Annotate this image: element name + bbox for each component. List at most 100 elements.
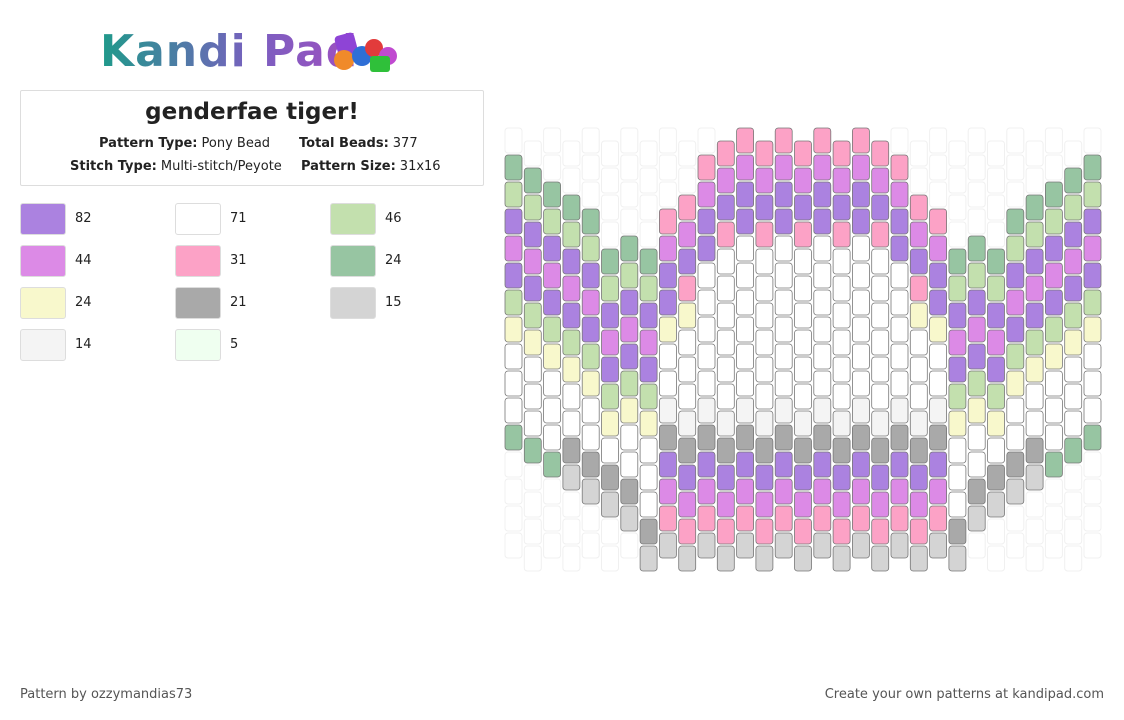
bead (909, 464, 928, 491)
bead (1083, 127, 1102, 154)
bead (678, 383, 697, 410)
bead (601, 410, 619, 437)
bead (774, 451, 793, 478)
bead (1006, 397, 1025, 424)
bead (1045, 316, 1063, 343)
bead (658, 181, 677, 208)
bead (1006, 127, 1025, 154)
color-swatch (330, 245, 376, 277)
bead (659, 343, 677, 370)
bead (523, 275, 542, 302)
bead (755, 518, 774, 545)
bead (543, 127, 562, 154)
bead (1006, 316, 1025, 343)
bead (1045, 262, 1063, 289)
bead (697, 478, 716, 505)
bead (601, 248, 619, 275)
bead (929, 181, 948, 208)
bead (1064, 248, 1083, 275)
bead (774, 316, 793, 343)
bead (890, 532, 909, 559)
bead (601, 275, 619, 302)
bead (852, 397, 870, 424)
bead (716, 329, 735, 356)
bead (1044, 532, 1063, 559)
bead (620, 370, 639, 397)
bead (832, 437, 851, 464)
bead (620, 154, 639, 181)
bead (581, 127, 600, 154)
color-swatch (20, 287, 66, 319)
bead (813, 343, 832, 370)
bead (1045, 370, 1063, 397)
bead (890, 343, 909, 370)
bead (832, 329, 851, 356)
bead (543, 451, 561, 478)
bead (852, 451, 870, 478)
bead (581, 397, 600, 424)
bead (639, 545, 658, 572)
bead (581, 154, 600, 181)
bead (620, 532, 639, 559)
bead (1083, 235, 1102, 262)
bead (523, 518, 542, 545)
bead (967, 397, 986, 424)
bead (774, 397, 793, 424)
bead (774, 343, 793, 370)
bead (716, 221, 735, 248)
bead (794, 410, 812, 437)
bead (678, 275, 697, 302)
bead (890, 424, 909, 451)
bead (909, 167, 928, 194)
bead (774, 127, 793, 154)
bead (736, 478, 754, 505)
bead (987, 356, 1005, 383)
bead (987, 221, 1005, 248)
bead (929, 478, 947, 505)
bead (1006, 532, 1025, 559)
bead (523, 302, 542, 329)
bead (832, 302, 851, 329)
bead (929, 316, 947, 343)
bead (948, 437, 967, 464)
bead (794, 140, 812, 167)
bead (909, 194, 928, 221)
bead (794, 518, 812, 545)
bead (909, 329, 928, 356)
bead (504, 532, 523, 559)
bead (1025, 140, 1044, 167)
bead (948, 356, 967, 383)
bead (601, 518, 619, 545)
bead (620, 343, 639, 370)
bead-count: 24 (385, 253, 402, 268)
bead (504, 262, 523, 289)
bead (1064, 383, 1083, 410)
bead (1025, 329, 1044, 356)
bead (948, 329, 967, 356)
bead (716, 275, 735, 302)
bead (929, 451, 947, 478)
bead (543, 532, 562, 559)
bead (581, 451, 600, 478)
bead (504, 343, 523, 370)
bead (1064, 329, 1083, 356)
bead (967, 370, 986, 397)
bead (659, 289, 677, 316)
logo[interactable]: Kandi Pad (100, 26, 359, 77)
pattern-title: genderfae tiger! (145, 99, 359, 125)
bead (639, 518, 658, 545)
bead (794, 545, 812, 572)
bead (1064, 275, 1083, 302)
site-link[interactable]: Create your own patterns at kandipad.com (824, 687, 1104, 702)
bead (562, 248, 581, 275)
bead (832, 275, 851, 302)
bead (601, 194, 619, 221)
bead (504, 451, 523, 478)
bead (601, 140, 619, 167)
bead (697, 397, 716, 424)
bead (813, 370, 832, 397)
bead (697, 235, 716, 262)
bead (1044, 127, 1063, 154)
bead (871, 545, 890, 572)
bead (929, 208, 947, 235)
